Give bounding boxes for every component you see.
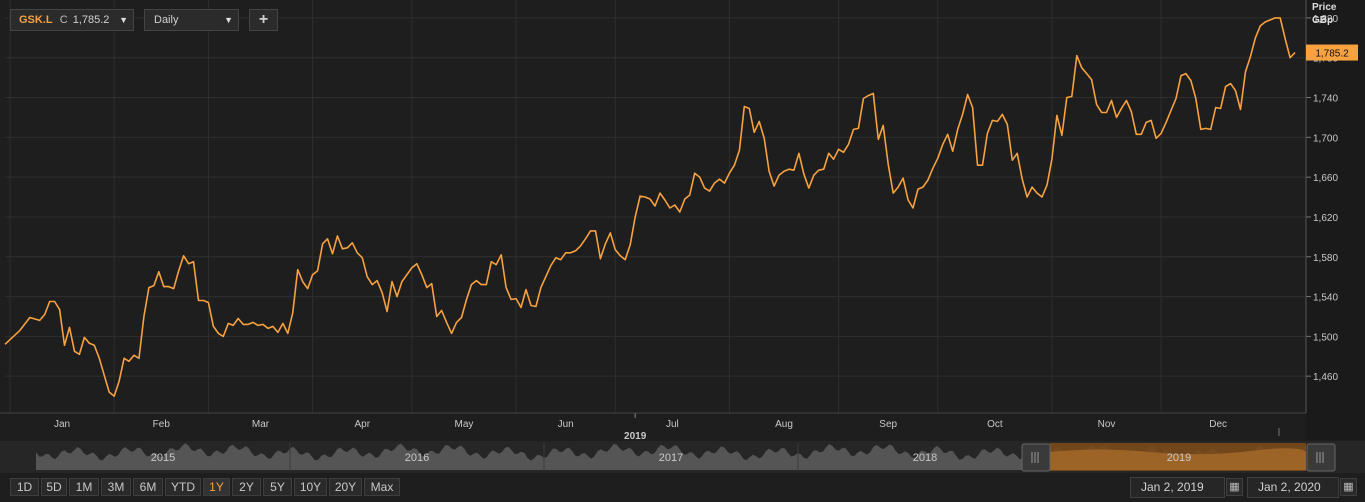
price-series-line — [4, 17, 1296, 397]
navigator-selection-area — [1050, 448, 1306, 470]
chevron-down-icon: ▼ — [119, 15, 128, 25]
y-tick-label: 1,580 — [1313, 253, 1338, 264]
last-value-label: 1,785.2 — [1315, 49, 1349, 60]
end-date-field[interactable]: Jan 2, 2020 — [1247, 477, 1339, 498]
add-button[interactable]: + — [249, 9, 278, 31]
range-button-5d[interactable]: 5D — [41, 478, 67, 496]
ticker-symbol: GSK.L — [19, 14, 53, 26]
x-year-label: 2019 — [624, 431, 647, 442]
x-tick-label: Oct — [987, 419, 1003, 430]
y-tick-label: 1,660 — [1313, 173, 1338, 184]
y-axis-panel — [1306, 0, 1365, 440]
x-tick-label: Apr — [354, 419, 370, 430]
x-tick-label: Jul — [666, 419, 679, 430]
range-button-2y[interactable]: 2Y — [232, 478, 261, 496]
navigator-year-label: 2016 — [405, 452, 429, 464]
start-date-field[interactable]: Jan 2, 2019 — [1130, 477, 1225, 498]
close-prefix: C — [59, 14, 68, 26]
x-tick-label: Feb — [153, 419, 171, 430]
end-date: Jan 2, 2020 — [1258, 480, 1321, 494]
calendar-icon[interactable]: ▦ — [1226, 478, 1243, 496]
range-button-max[interactable]: Max — [364, 478, 400, 496]
calendar-icon[interactable]: ▦ — [1340, 478, 1357, 496]
range-button-1m[interactable]: 1M — [69, 478, 99, 496]
range-button-10y[interactable]: 10Y — [294, 478, 327, 496]
start-date: Jan 2, 2019 — [1141, 480, 1204, 494]
x-tick-label: May — [455, 419, 474, 430]
range-button-5y[interactable]: 5Y — [263, 478, 292, 496]
navigator-year-label: 2015 — [151, 452, 175, 464]
ticker-selector[interactable]: GSK.L C 1,785.2 ▼ — [10, 9, 134, 31]
y-unit-currency: GBp — [1312, 15, 1333, 26]
range-button-6m[interactable]: 6M — [133, 478, 163, 496]
range-button-1d[interactable]: 1D — [10, 478, 39, 496]
range-button-1y[interactable]: 1Y — [203, 478, 230, 496]
y-tick-label: 1,540 — [1313, 293, 1338, 304]
interval-label: Daily — [154, 14, 179, 26]
y-tick-label: 1,740 — [1313, 94, 1338, 105]
x-tick-label: Sep — [879, 419, 897, 430]
x-tick-label: Aug — [775, 419, 793, 430]
y-tick-label: 1,820 — [1313, 14, 1338, 25]
range-button-20y[interactable]: 20Y — [329, 478, 362, 496]
navigator-year-label: 2017 — [659, 452, 683, 464]
plus-icon: + — [258, 11, 269, 28]
range-button-3m[interactable]: 3M — [101, 478, 131, 496]
y-tick-label: 1,700 — [1313, 133, 1338, 144]
last-value-marker — [1306, 44, 1358, 61]
range-button-ytd[interactable]: YTD — [165, 478, 201, 496]
x-tick-label: Jun — [558, 419, 574, 430]
chevron-down-icon: ▼ — [224, 15, 233, 25]
navigator-year-label: 2018 — [913, 452, 937, 464]
x-tick-label: Mar — [252, 419, 270, 430]
close-value: 1,785.2 — [72, 14, 110, 26]
navigator-handle-left[interactable] — [1021, 443, 1051, 472]
x-tick-label: Dec — [1209, 419, 1227, 430]
navigator-area — [36, 443, 1305, 470]
y-tick-label: 1,620 — [1313, 213, 1338, 224]
y-tick-label: 1,460 — [1313, 372, 1338, 383]
y-unit-price: Price — [1312, 2, 1337, 13]
navigator-year-label: 2019 — [1167, 452, 1191, 464]
y-tick-label: 1,500 — [1313, 332, 1338, 343]
navigator-handle-right[interactable] — [1306, 443, 1336, 472]
x-tick-label: Jan — [54, 419, 70, 430]
x-tick-label: Nov — [1098, 419, 1116, 430]
interval-select[interactable]: Daily ▼ — [144, 9, 239, 31]
